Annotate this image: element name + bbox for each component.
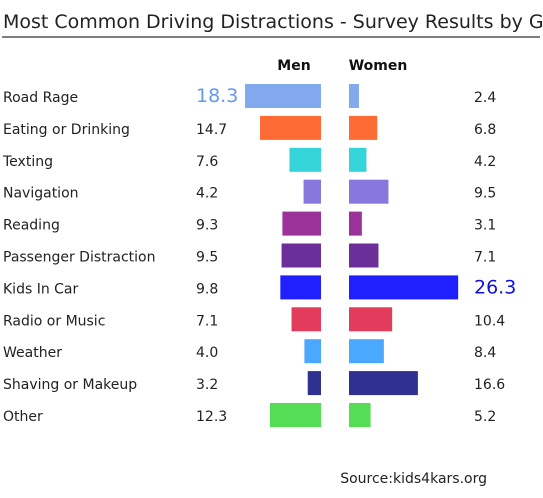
men-value-label: 3.2 — [196, 377, 218, 393]
women-bar — [349, 339, 384, 364]
category-label: Reading — [3, 218, 60, 234]
source-note: Source:kids4kars.org — [340, 471, 487, 487]
women-value-label: 6.8 — [474, 122, 496, 138]
category-label: Radio or Music — [3, 313, 105, 329]
women-value-label: 9.5 — [474, 186, 496, 202]
men-value-label: 9.5 — [196, 250, 218, 266]
legend-women: Women — [349, 58, 408, 74]
men-value-label: 14.7 — [196, 122, 227, 138]
women-value-label: 16.6 — [474, 377, 505, 393]
chart-title: Most Common Driving Distractions - Surve… — [3, 11, 543, 33]
men-bar — [307, 371, 321, 396]
men-value-label: 7.6 — [196, 154, 218, 170]
men-value-label: 12.3 — [196, 409, 227, 425]
men-bar — [269, 403, 321, 427]
women-bar — [349, 371, 418, 396]
women-value-label: 5.2 — [474, 409, 496, 425]
men-bar — [291, 307, 321, 332]
category-label: Other — [3, 409, 43, 425]
category-label: Eating or Drinking — [3, 122, 130, 138]
men-bar — [280, 275, 321, 300]
category-label: Kids In Car — [3, 281, 79, 297]
women-value-label: 2.4 — [474, 90, 496, 106]
category-label: Road Rage — [3, 90, 78, 106]
women-bar — [349, 115, 378, 140]
category-label: Shaving or Makeup — [3, 377, 137, 393]
men-bar — [282, 211, 321, 236]
men-bar — [304, 339, 321, 364]
chart-rows: Road Rage 18.3 2.4 Eating or Drinking 14.7 6.… — [2, 84, 516, 427]
men-value-label: 4.2 — [196, 186, 218, 202]
women-bar — [349, 243, 379, 268]
women-value-label: 3.1 — [474, 218, 496, 234]
men-bar — [289, 147, 321, 172]
men-bar — [245, 84, 321, 108]
women-bar — [349, 179, 389, 204]
women-value-label: 4.2 — [474, 154, 496, 170]
women-bar — [349, 275, 459, 300]
men-bar — [303, 179, 321, 204]
women-bar — [349, 147, 367, 172]
category-label: Texting — [2, 154, 53, 170]
men-value-label: 18.3 — [196, 85, 238, 107]
women-value-label: 8.4 — [474, 345, 496, 361]
women-bar — [349, 211, 362, 236]
men-value-label: 9.8 — [196, 281, 218, 297]
women-bar — [349, 403, 371, 427]
women-value-label: 7.1 — [474, 250, 496, 266]
women-value-label: 10.4 — [474, 313, 505, 329]
men-value-label: 4.0 — [196, 345, 218, 361]
category-label: Navigation — [3, 186, 79, 202]
women-value-label: 26.3 — [474, 276, 516, 298]
men-bar — [281, 243, 321, 268]
men-value-label: 7.1 — [196, 313, 218, 329]
category-label: Passenger Distraction — [3, 250, 155, 266]
women-bar — [349, 307, 393, 332]
men-value-label: 9.3 — [196, 218, 218, 234]
category-label: Weather — [3, 345, 62, 361]
men-bar — [259, 115, 321, 140]
legend-men: Men — [277, 58, 310, 74]
women-bar — [349, 84, 359, 108]
